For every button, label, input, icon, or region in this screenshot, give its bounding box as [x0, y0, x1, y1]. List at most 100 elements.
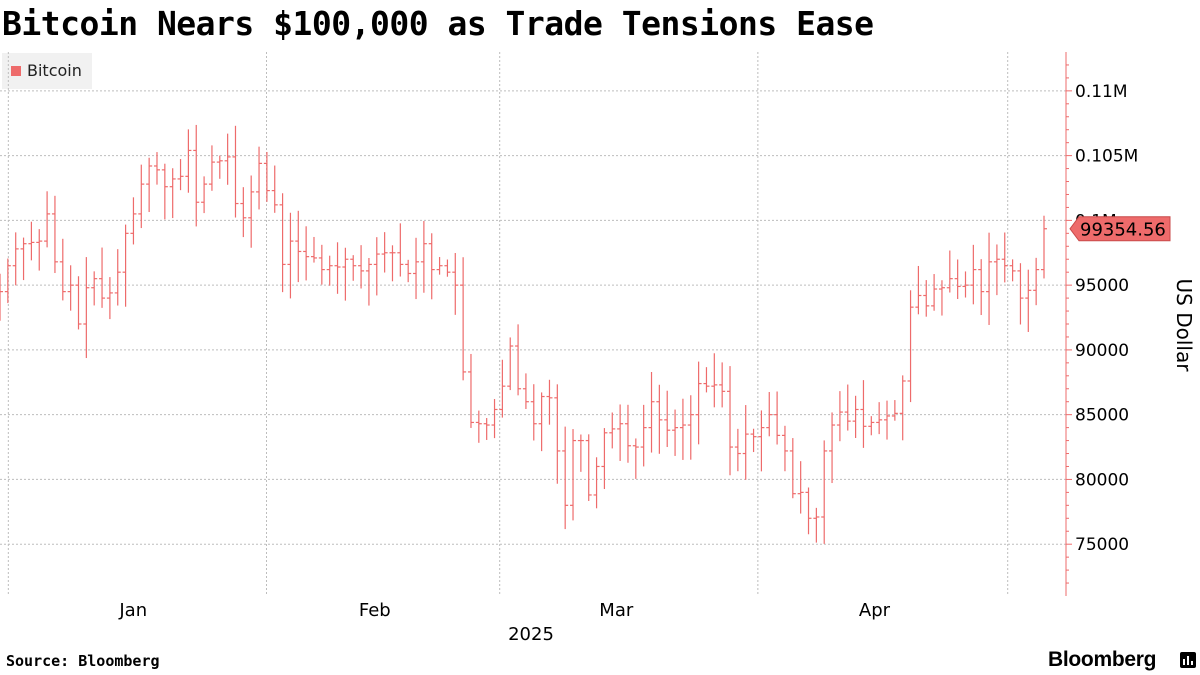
ohlc-bar	[256, 146, 263, 210]
y-tick-label: 90000	[1075, 341, 1129, 361]
ohlc-bar	[1033, 257, 1040, 306]
ohlc-bar	[821, 440, 828, 544]
ohlc-bar	[4, 258, 11, 304]
ohlc-bar	[153, 152, 160, 185]
ohlc-bar	[931, 274, 938, 311]
ohlc-bar	[59, 238, 66, 301]
ohlc-bar	[169, 168, 176, 219]
ohlc-bar	[83, 257, 90, 359]
ohlc-bar	[562, 426, 569, 530]
ohlc-bar	[342, 247, 349, 301]
ohlc-bar	[20, 237, 27, 281]
ohlc-bar	[915, 265, 922, 315]
ohlc-bar	[978, 259, 985, 316]
ohlc-bar	[742, 405, 749, 480]
ohlc-bar	[617, 404, 624, 461]
ohlc-bar	[1017, 263, 1024, 325]
ohlc-bar	[570, 429, 577, 521]
ohlc-bar	[12, 232, 19, 286]
ohlc-bar	[797, 461, 804, 514]
ohlc-bar	[938, 280, 945, 316]
ohlc-bar	[208, 145, 215, 191]
x-tick-label: Mar	[599, 600, 634, 621]
ohlc-bar	[499, 359, 506, 418]
ohlc-bar	[491, 399, 498, 439]
ohlc-bar	[185, 129, 192, 193]
x-tick-label: Jan	[118, 600, 147, 621]
ohlc-bar	[475, 410, 482, 443]
ohlc-bar	[515, 324, 522, 396]
ohlc-bar	[601, 428, 608, 490]
ohlc-bar	[428, 233, 435, 300]
ohlc-bar	[483, 418, 490, 440]
ohlc-bar	[766, 392, 773, 437]
ohlc-bar	[648, 372, 655, 453]
ohlc-bar	[350, 255, 357, 281]
ohlc-bar	[962, 271, 969, 298]
ohlc-bar	[161, 163, 168, 220]
ohlc-bar	[577, 434, 584, 472]
ohlc-bar	[75, 276, 82, 330]
ohlc-bar	[232, 125, 239, 218]
ohlc-bar	[99, 247, 106, 308]
ohlc-bar	[240, 187, 247, 238]
ohlc-bar	[295, 210, 302, 283]
ohlc-bar	[201, 176, 208, 214]
last-value-marker: 99354.56	[1069, 216, 1171, 242]
ohlc-bar	[460, 257, 467, 381]
ohlc-bar	[727, 366, 734, 476]
ohlc-bar	[719, 362, 726, 408]
ohlc-bar	[193, 124, 200, 227]
ohlc-bar	[36, 229, 43, 271]
ohlc-bar	[781, 425, 788, 472]
brand-logo: Bloomberg	[1048, 648, 1157, 671]
ohlc-bar	[1009, 259, 1016, 282]
y-tick-label: 0.105M	[1075, 147, 1138, 167]
ohlc-bar	[420, 220, 427, 293]
ohlc-bar	[860, 380, 867, 448]
ohlc-bar	[334, 242, 341, 294]
ohlc-bar	[538, 392, 545, 452]
ohlc-bar	[436, 257, 443, 275]
ohlc-bars	[0, 124, 1047, 544]
ohlc-bar	[907, 290, 914, 403]
ohlc-bar	[593, 457, 600, 509]
ohlc-bar	[271, 165, 278, 213]
gridlines	[0, 52, 1066, 596]
ohlc-bar	[554, 384, 561, 484]
ohlc-bar	[852, 395, 859, 438]
ohlc-bar	[632, 438, 639, 479]
x-year-label: 2025	[508, 624, 554, 645]
ohlc-bar	[51, 195, 58, 274]
ohlc-bar	[310, 236, 317, 263]
ohlc-bar	[1025, 269, 1032, 332]
ohlc-bar	[522, 373, 529, 409]
ohlc-bar	[774, 391, 781, 445]
ohlc-bar	[758, 410, 765, 472]
ohlc-bar	[405, 259, 412, 283]
ohlc-bar	[954, 259, 961, 299]
chart-title: Bitcoin Nears $100,000 as Trade Tensions…	[2, 4, 874, 43]
ohlc-bar	[986, 232, 993, 325]
ohlc-bar	[884, 400, 891, 440]
ohlc-bar	[507, 337, 514, 391]
ohlc-bar	[829, 412, 836, 484]
ohlc-bar	[687, 395, 694, 460]
ohlc-bar	[1041, 215, 1047, 279]
legend-swatch	[11, 66, 21, 76]
ohlc-bar	[656, 384, 663, 454]
legend[interactable]: Bitcoin	[2, 53, 92, 89]
ohlc-bar	[789, 438, 796, 499]
ohlc-bar	[122, 224, 129, 307]
ohlc-bar	[326, 255, 333, 286]
ohlc-bar	[734, 428, 741, 472]
ohlc-bar	[279, 193, 286, 293]
ohlc-bar	[664, 390, 671, 448]
ohlc-bar	[381, 232, 388, 273]
ohlc-bar	[923, 280, 930, 317]
ohlc-bar	[711, 353, 718, 408]
y-tick-label: 75000	[1075, 535, 1129, 555]
ohlc-bar	[993, 244, 1000, 296]
ohlc-bar	[750, 428, 757, 453]
legend-label: Bitcoin	[27, 61, 82, 80]
